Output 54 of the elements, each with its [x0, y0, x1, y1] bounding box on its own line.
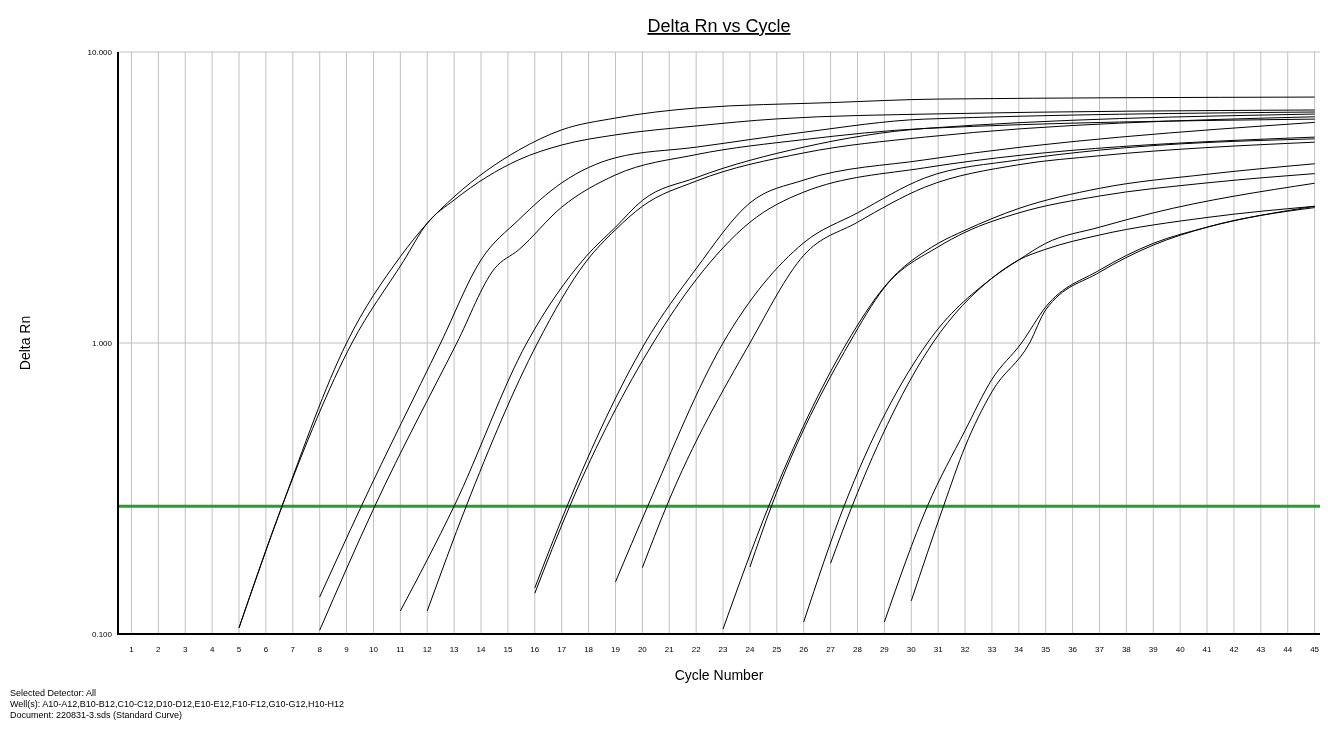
x-tick-label: 8	[317, 645, 323, 654]
text: Well(s): A10-A12,B10-B12,C10-C12,D10-D12,E10-E12,F10-F12,G10-G12,H10-H12	[10, 699, 344, 709]
x-tick-label: 13	[449, 645, 460, 654]
x-tick-label: 29	[879, 645, 890, 654]
x-tick-label: 1	[129, 645, 135, 654]
x-tick-label: 16	[530, 645, 540, 654]
x-tick-label: 4	[209, 645, 215, 654]
x-tick-label: 14	[476, 645, 487, 654]
y-tick-label: 10.000	[87, 48, 113, 57]
x-tick-label: 41	[1202, 645, 1213, 654]
x-tick-label: 12	[422, 645, 433, 654]
x-tick-label: 23	[718, 645, 729, 654]
x-tick-label: 20	[637, 645, 648, 654]
x-tick-label: 9	[344, 645, 350, 654]
x-tick-label: 3	[183, 645, 188, 654]
x-tick-label: 6	[263, 645, 269, 654]
x-tick-label: 30	[906, 645, 917, 654]
text: Document: 220831-3.sds (Standard Curve)	[10, 710, 183, 720]
text: Selected Detector: All	[10, 688, 97, 698]
x-tick-label: 10	[369, 645, 379, 654]
x-tick-label: 25	[772, 645, 782, 654]
x-tick-label: 37	[1095, 645, 1105, 654]
chart-title: Delta Rn vs Cycle	[647, 16, 791, 36]
x-tick-label: 34	[1014, 645, 1024, 654]
x-tick-label: 24	[745, 645, 755, 654]
x-tick-label: 35	[1041, 645, 1051, 654]
x-tick-label: 42	[1229, 645, 1239, 654]
x-axis-title: Cycle Number	[674, 667, 764, 683]
x-tick-label: 27	[826, 645, 836, 654]
x-tick-label: 38	[1121, 645, 1132, 654]
x-tick-label: 15	[503, 645, 513, 654]
x-tick-label: 32	[960, 645, 971, 654]
x-tick-label: 21	[664, 645, 675, 654]
y-axis-title: Delta Rn	[17, 315, 33, 371]
x-tick-label: 44	[1283, 645, 1293, 654]
x-tick-label: 36	[1068, 645, 1078, 654]
x-tick-label: 5	[236, 645, 242, 654]
y-tick-label: 0.100	[91, 630, 113, 639]
x-tick-label: 22	[691, 645, 702, 654]
x-tick-label: 40	[1175, 645, 1186, 654]
x-tick-label: 19	[611, 645, 621, 654]
x-tick-label: 11	[396, 645, 406, 654]
y-tick-label: 1.000	[91, 339, 113, 348]
x-tick-label: 31	[933, 645, 944, 654]
x-tick-label: 17	[557, 645, 567, 654]
x-tick-label: 43	[1256, 645, 1266, 654]
x-tick-label: 26	[799, 645, 809, 654]
x-tick-label: 18	[584, 645, 594, 654]
x-tick-label: 39	[1148, 645, 1159, 654]
x-tick-label: 33	[987, 645, 997, 654]
x-tick-label: 7	[290, 645, 296, 654]
x-tick-label: 2	[156, 645, 162, 654]
x-tick-label: 45	[1310, 645, 1320, 654]
x-tick-label: 28	[853, 645, 863, 654]
